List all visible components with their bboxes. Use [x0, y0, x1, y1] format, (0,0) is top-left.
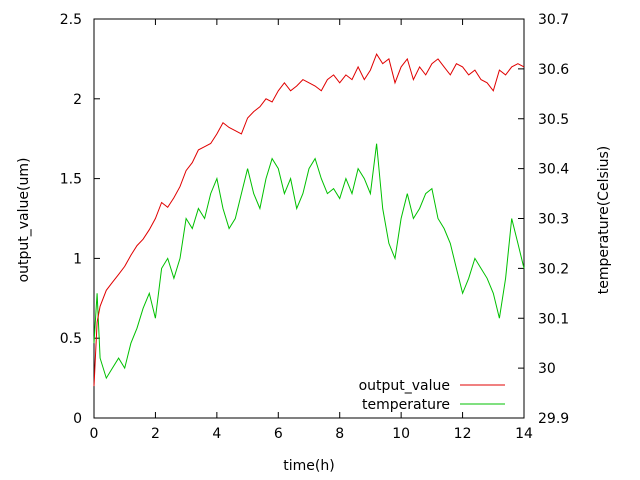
x-tick-label: 10	[392, 426, 410, 442]
left-y-axis-ticks: 0 0.5 1 1.5 2 2.5	[60, 12, 100, 427]
left-y-axis-title: output_value(um)	[16, 158, 32, 283]
right-y-tick-label: 30.7	[538, 12, 569, 28]
right-y-axis-title: temperature(Celsius)	[596, 146, 612, 295]
x-tick-label: 6	[274, 426, 283, 442]
right-y-tick-label: 30.2	[538, 261, 569, 277]
right-y-axis-ticks: 29.9 30 30.1 30.2 30.3 30.4 30.5 30.6 30.7	[518, 12, 569, 427]
series-layer	[93, 52, 525, 387]
right-y-tick-label: 29.9	[538, 411, 569, 427]
legend-label-output-value: output_value	[359, 378, 450, 394]
right-y-tick-label: 30.4	[538, 162, 569, 178]
x-tick-label: 0	[90, 426, 99, 442]
x-tick-label: 12	[454, 426, 472, 442]
left-y-tick-label: 0.5	[60, 331, 82, 347]
series-line-temperature	[93, 143, 525, 380]
x-axis-ticks: 0 2 4 6 8 10 12 14	[90, 19, 533, 442]
right-y-tick-label: 30.6	[538, 62, 569, 78]
left-y-tick-label: 0	[73, 411, 82, 427]
left-y-tick-label: 2.5	[60, 12, 82, 28]
plot-area	[93, 18, 525, 419]
x-axis-title: time(h)	[283, 458, 334, 474]
right-y-tick-label: 30.3	[538, 212, 569, 228]
legend: output_value temperature	[359, 378, 505, 413]
x-tick-label: 8	[335, 426, 344, 442]
x-tick-label: 14	[515, 426, 533, 442]
series-line-output-value	[93, 52, 525, 387]
right-y-tick-label: 30.1	[538, 311, 569, 327]
x-tick-label: 4	[212, 426, 221, 442]
right-y-tick-label: 30	[538, 361, 556, 377]
x-tick-label: 2	[151, 426, 160, 442]
left-y-tick-label: 2	[73, 92, 82, 108]
left-y-tick-label: 1.5	[60, 172, 82, 188]
left-y-tick-label: 1	[73, 251, 82, 267]
right-y-tick-label: 30.5	[538, 112, 569, 128]
legend-label-temperature: temperature	[362, 397, 450, 413]
